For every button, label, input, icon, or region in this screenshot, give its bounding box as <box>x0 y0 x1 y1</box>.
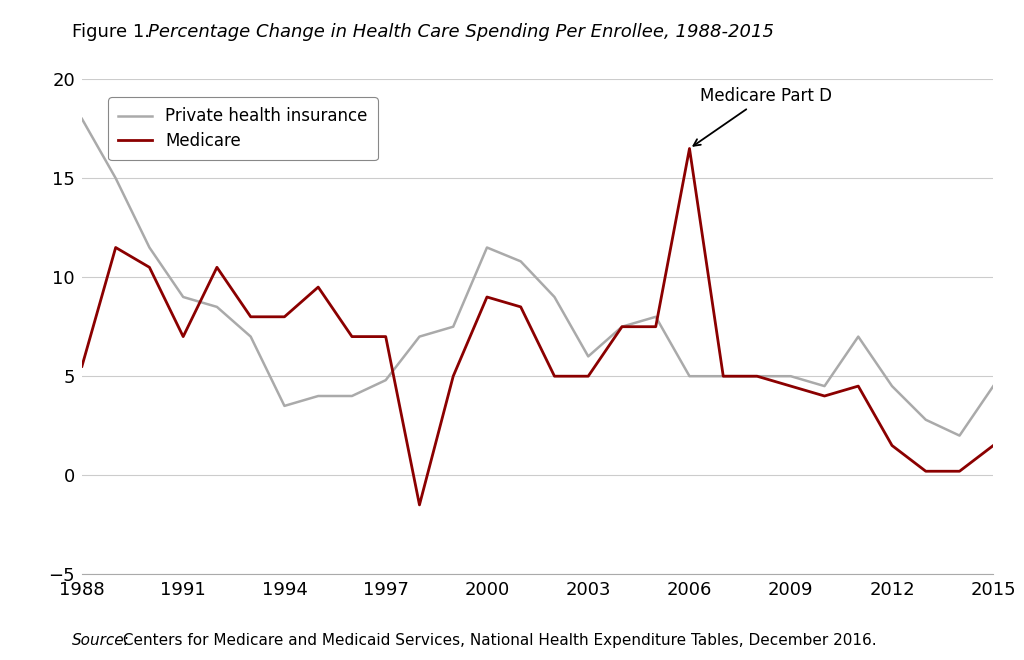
Medicare <box>987 442 999 449</box>
Medicare <box>279 313 291 321</box>
Private health insurance <box>920 416 932 424</box>
Medicare <box>414 501 426 509</box>
Private health insurance <box>886 382 898 390</box>
Private health insurance <box>245 333 257 341</box>
Private health insurance <box>380 376 392 384</box>
Text: Figure 1.: Figure 1. <box>72 23 156 41</box>
Medicare <box>886 442 898 449</box>
Medicare <box>76 362 88 370</box>
Legend: Private health insurance, Medicare: Private health insurance, Medicare <box>109 98 378 160</box>
Private health insurance <box>312 392 325 400</box>
Private health insurance <box>515 257 527 265</box>
Medicare <box>649 323 662 331</box>
Private health insurance <box>346 392 358 400</box>
Private health insurance <box>414 333 426 341</box>
Medicare <box>784 382 797 390</box>
Private health insurance <box>177 293 189 301</box>
Medicare <box>110 244 122 251</box>
Private health insurance <box>953 432 966 440</box>
Medicare <box>582 372 594 380</box>
Medicare <box>717 372 729 380</box>
Private health insurance <box>211 303 223 311</box>
Private health insurance <box>548 293 560 301</box>
Private health insurance <box>751 372 763 380</box>
Private health insurance <box>447 323 460 331</box>
Text: Centers for Medicare and Medicaid Services, National Health Expenditure Tables, : Centers for Medicare and Medicaid Servic… <box>118 633 877 648</box>
Private health insurance <box>481 244 494 251</box>
Medicare <box>245 313 257 321</box>
Private health insurance <box>279 402 291 410</box>
Private health insurance <box>582 352 594 360</box>
Private health insurance <box>784 372 797 380</box>
Private health insurance <box>615 323 628 331</box>
Line: Private health insurance: Private health insurance <box>82 119 993 436</box>
Private health insurance <box>76 115 88 123</box>
Private health insurance <box>683 372 695 380</box>
Medicare <box>953 467 966 475</box>
Private health insurance <box>987 382 999 390</box>
Private health insurance <box>649 313 662 321</box>
Medicare <box>447 372 460 380</box>
Medicare <box>615 323 628 331</box>
Medicare <box>312 283 325 291</box>
Medicare <box>143 263 156 271</box>
Text: Medicare Part D: Medicare Part D <box>693 87 831 146</box>
Line: Medicare: Medicare <box>82 148 993 505</box>
Private health insurance <box>717 372 729 380</box>
Medicare <box>211 263 223 271</box>
Medicare <box>481 293 494 301</box>
Medicare <box>177 333 189 341</box>
Medicare <box>683 145 695 152</box>
Medicare <box>380 333 392 341</box>
Text: Percentage Change in Health Care Spending Per Enrollee, 1988-2015: Percentage Change in Health Care Spendin… <box>148 23 774 41</box>
Medicare <box>515 303 527 311</box>
Medicare <box>852 382 864 390</box>
Private health insurance <box>852 333 864 341</box>
Medicare <box>346 333 358 341</box>
Medicare <box>818 392 830 400</box>
Text: Source:: Source: <box>72 633 129 648</box>
Medicare <box>548 372 560 380</box>
Medicare <box>751 372 763 380</box>
Private health insurance <box>818 382 830 390</box>
Private health insurance <box>143 244 156 251</box>
Medicare <box>920 467 932 475</box>
Private health insurance <box>110 174 122 182</box>
